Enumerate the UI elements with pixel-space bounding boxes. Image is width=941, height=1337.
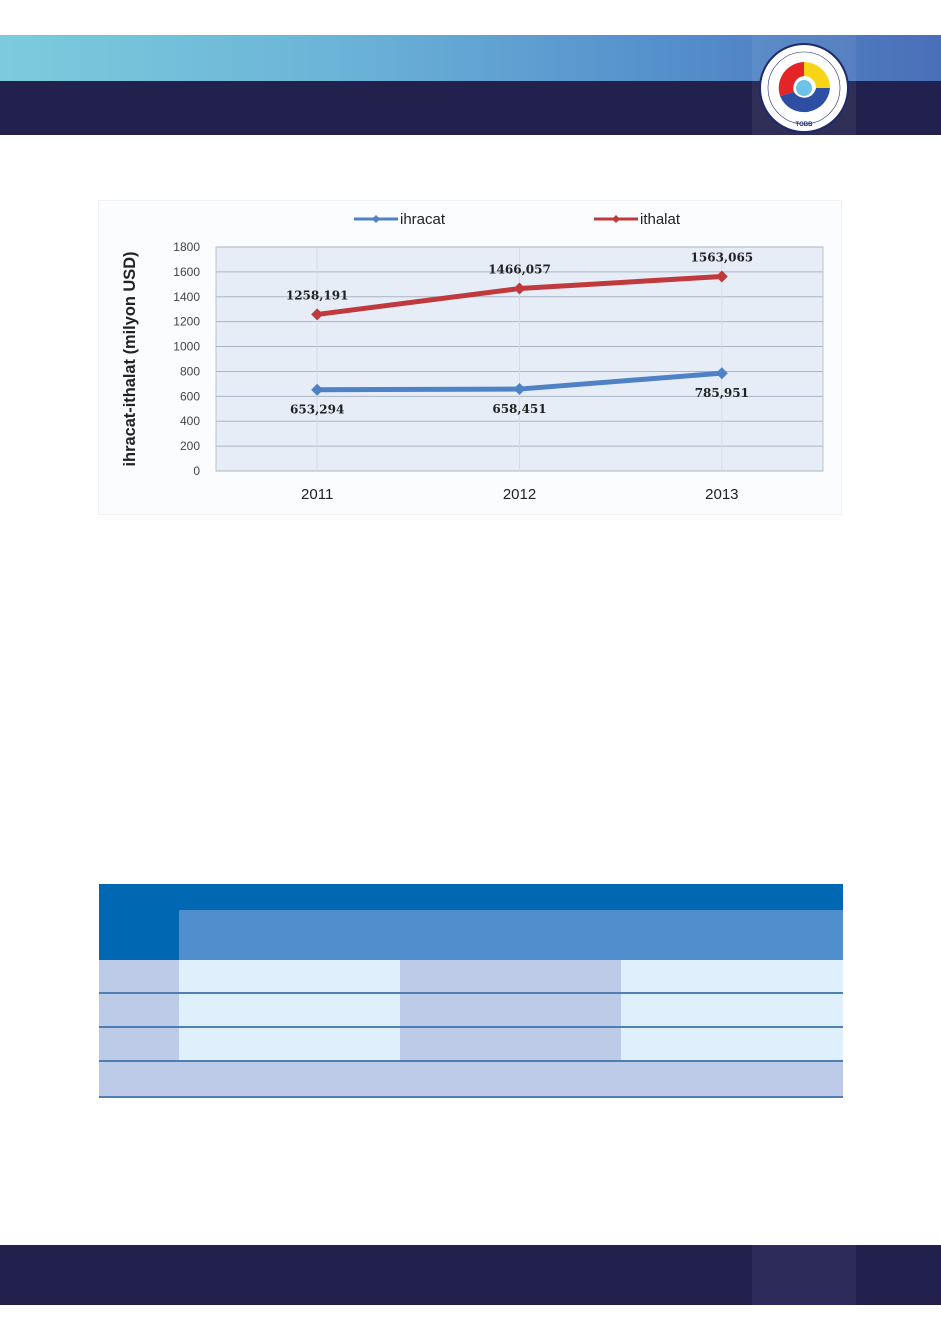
y-tick-label: 800: [180, 364, 200, 378]
y-tick-label: 200: [180, 439, 200, 453]
y-tick-label: 1600: [173, 265, 200, 279]
data-point-ihracat: [715, 367, 728, 380]
table-header-corner: [99, 910, 179, 960]
legend-marker-ihracat: [372, 215, 380, 223]
y-tick-label: 0: [193, 464, 200, 478]
chart-svg: 0 200 400 600 800 1000 1200 1400 1600 1800 2011 201…: [120, 211, 824, 503]
data-point-ihracat: [311, 383, 324, 396]
trade-chart: 0 200 400 600 800 1000 1200 1400 1600 1800 2011 201…: [98, 200, 842, 515]
data-label-ihracat: 653,294: [290, 403, 344, 417]
y-tick-label: 400: [180, 414, 200, 428]
table-row: [99, 1028, 843, 1062]
footer-panel: [752, 1245, 856, 1305]
data-label-ithalat: 1466,057: [488, 263, 551, 277]
table-row-total: [99, 1062, 843, 1098]
data-point-ithalat: [311, 308, 324, 321]
y-tick-label: 1200: [173, 315, 200, 329]
data-label-ihracat: 658,451: [492, 402, 546, 416]
legend-marker-ithalat: [612, 215, 620, 223]
x-tick-label: 2011: [301, 486, 333, 503]
tobb-logo: TOBB: [759, 43, 849, 133]
legend-label-ihracat: ihracat: [400, 211, 446, 228]
data-label-ihracat: 785,951: [695, 386, 749, 400]
x-tick-label: 2012: [503, 486, 536, 503]
svg-text:TOBB: TOBB: [796, 122, 814, 128]
data-label-ithalat: 1563,065: [691, 250, 754, 264]
table-row: [99, 994, 843, 1028]
y-tick-label: 1400: [173, 290, 200, 304]
data-point-ihracat: [513, 383, 526, 396]
data-table: [99, 884, 843, 1098]
y-axis-label: ihracat-ithalat (milyon USD): [120, 252, 139, 467]
data-label-ithalat: 1258,191: [286, 288, 349, 302]
legend-label-ithalat: ithalat: [640, 211, 681, 228]
table-header-sub: [179, 910, 843, 960]
y-tick-label: 600: [180, 389, 200, 403]
data-point-ithalat: [715, 270, 728, 283]
y-tick-label: 1000: [173, 340, 200, 354]
table-header-top: [99, 884, 843, 910]
data-point-ithalat: [513, 282, 526, 295]
table-row: [99, 960, 843, 994]
y-tick-label: 1800: [173, 240, 200, 254]
x-tick-label: 2013: [705, 486, 738, 503]
